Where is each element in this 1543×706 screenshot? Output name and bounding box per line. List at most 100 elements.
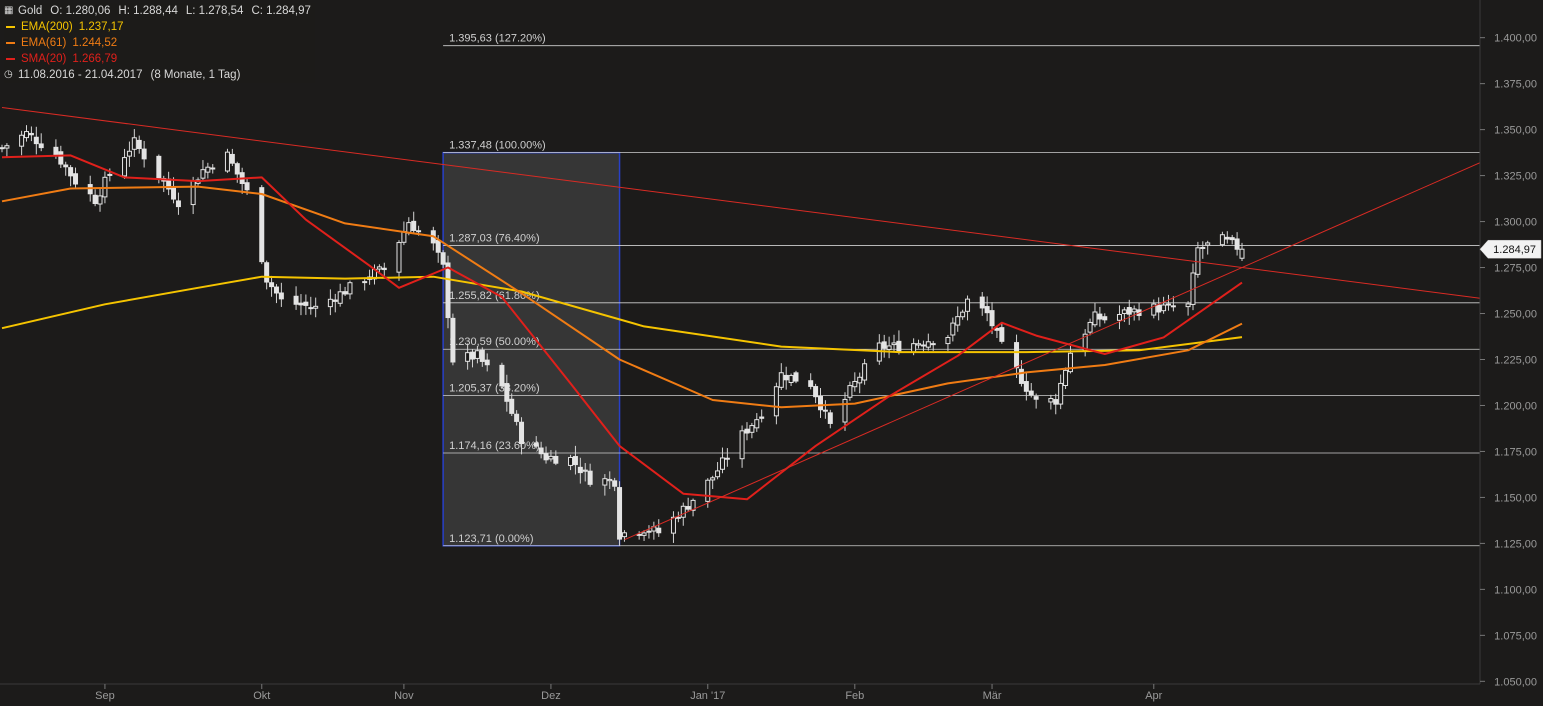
x-tick-label: Apr — [1145, 690, 1162, 702]
ema61-line — [1, 185, 1243, 409]
candle-body — [259, 187, 265, 263]
ema200-value: 1.237,17 — [78, 21, 124, 33]
last-price-label: 1.284,97 — [1493, 244, 1536, 256]
candle-body — [617, 487, 623, 540]
y-tick-label: 1.250,00 — [1494, 309, 1537, 321]
x-tick-label: Feb — [845, 690, 864, 702]
candle-body — [582, 469, 588, 472]
candle-body — [999, 327, 1005, 342]
candle-body — [710, 477, 716, 481]
fib-level-label: 1.337,48 (100.00%) — [449, 140, 546, 152]
candle-body — [92, 194, 98, 205]
candle-body — [1014, 342, 1020, 369]
candle-body — [1053, 399, 1059, 405]
candle-body — [53, 146, 59, 155]
candle-body — [1156, 304, 1162, 313]
candlestick-icon: ▦ — [4, 5, 14, 16]
candle-body — [793, 372, 799, 382]
legend-sma20-row[interactable]: SMA(20) 1.266,79 — [4, 51, 315, 67]
y-tick-label: 1.400,00 — [1494, 33, 1537, 45]
candle-body — [264, 262, 270, 283]
candle-body — [930, 343, 936, 346]
candle-body — [73, 173, 79, 185]
legend-ema200-row[interactable]: EMA(200) 1.237,17 — [4, 19, 315, 35]
candle-body — [200, 169, 206, 179]
clock-icon: ◷ — [4, 69, 13, 80]
candle-body — [210, 167, 216, 170]
fib-level-label: 1.287,03 (76.40%) — [449, 232, 540, 244]
candle-body — [136, 139, 142, 150]
candle-body — [965, 298, 971, 312]
legend-low: 1.278,54 — [198, 5, 244, 17]
candle-body — [269, 282, 275, 288]
candle-body — [607, 478, 613, 482]
candle-body — [131, 137, 137, 150]
candle-body — [945, 336, 951, 345]
y-tick-label: 1.350,00 — [1494, 125, 1537, 137]
candle-body — [435, 239, 441, 253]
candle-body — [641, 532, 647, 536]
candle-body — [886, 345, 892, 350]
candle-body — [553, 455, 559, 464]
candle-body — [376, 266, 382, 270]
candle-body — [362, 281, 368, 284]
legend-range-row: ◷ 11.08.2016 - 21.04.2017 (8 Monate, 1 T… — [4, 67, 315, 83]
candle-body — [881, 341, 887, 349]
candle-body — [1205, 242, 1211, 246]
candle-body — [950, 322, 956, 336]
sma20-swatch — [6, 58, 15, 60]
legend-ohlc-row: ▦ Gold O: 1.280,06 H: 1.288,44 L: 1.278,… — [4, 3, 315, 19]
candle-body — [58, 151, 64, 165]
candle-body — [504, 383, 510, 402]
legend-ema61-row[interactable]: EMA(61) 1.244,52 — [4, 35, 315, 51]
candle-body — [1063, 369, 1069, 386]
candle-body — [533, 442, 539, 447]
candle-body — [955, 316, 961, 326]
candles-group — [0, 125, 1245, 546]
candle-body — [1097, 313, 1103, 320]
candle-body — [474, 350, 480, 359]
y-tick-label: 1.275,00 — [1494, 263, 1537, 275]
candle-body — [842, 398, 848, 423]
candle-body — [857, 376, 863, 384]
candle-body — [1048, 398, 1054, 403]
candle-body — [724, 457, 730, 460]
candle-body — [1234, 238, 1240, 250]
candle-body — [1161, 304, 1167, 312]
last-price-tag — [1479, 239, 1542, 259]
candle-body — [773, 386, 779, 417]
candle-body — [416, 230, 422, 233]
candle-body — [190, 180, 196, 206]
candle-body — [411, 220, 417, 231]
candle-body — [1165, 303, 1171, 306]
x-tick-label: Sep — [95, 690, 115, 702]
candle-body — [827, 412, 833, 424]
ema200-line — [1, 275, 1243, 354]
candle-body — [989, 310, 995, 327]
candle-body — [759, 416, 765, 419]
candle-body — [847, 385, 853, 398]
candle-body — [342, 291, 348, 295]
y-tick-label: 1.150,00 — [1494, 492, 1537, 504]
legend-period: (8 Monate, 1 Tag) — [150, 69, 241, 81]
sma20-value: 1.266,79 — [72, 53, 118, 65]
candle-body — [817, 395, 823, 411]
candle-body — [813, 386, 819, 398]
candle-body — [224, 151, 230, 172]
candle-body — [0, 147, 5, 150]
candle-body — [205, 166, 211, 173]
candle-body — [33, 136, 39, 145]
y-tick-label: 1.100,00 — [1494, 584, 1537, 596]
candle-body — [685, 506, 691, 510]
y-tick-label: 1.300,00 — [1494, 217, 1537, 229]
y-tick-label: 1.050,00 — [1494, 676, 1537, 688]
x-tick-label: Nov — [394, 690, 414, 702]
ema61-label: EMA(61) — [21, 37, 67, 49]
y-tick-label: 1.225,00 — [1494, 354, 1537, 366]
candle-body — [1102, 316, 1108, 321]
candle-body — [332, 299, 338, 302]
fib-level-label: 1.205,37 (38.20%) — [449, 383, 540, 395]
candle-body — [577, 466, 583, 474]
